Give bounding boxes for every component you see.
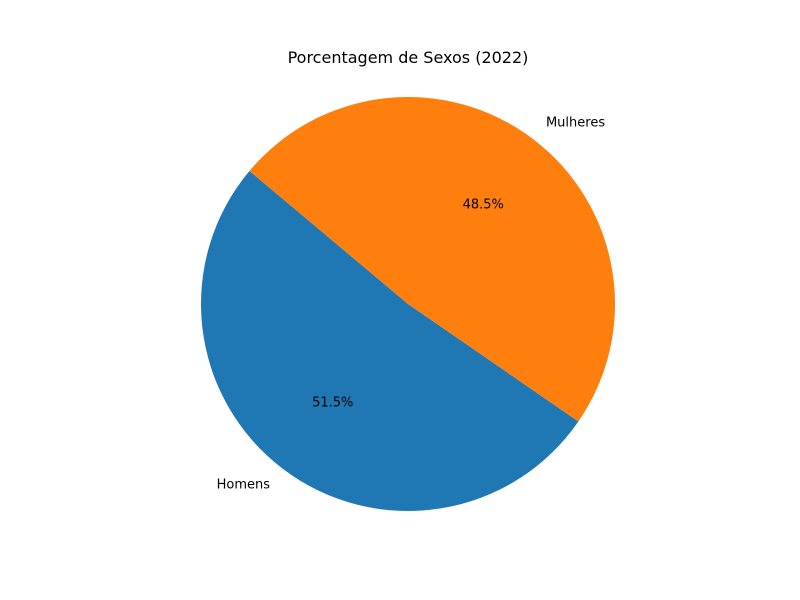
slice-label-homens: Homens <box>217 478 271 493</box>
pie-labels: Homens 51.5% Mulheres 48.5% <box>217 115 606 492</box>
percent-label-homens: 51.5% <box>312 395 353 410</box>
percent-label-mulheres: 48.5% <box>463 198 504 213</box>
pie-slice-homens <box>201 170 579 511</box>
pie-slices <box>201 96 616 511</box>
slice-label-mulheres: Mulheres <box>546 115 605 130</box>
pie-slice-mulheres <box>249 96 616 422</box>
chart-title: Porcentagem de Sexos (2022) <box>288 48 529 67</box>
